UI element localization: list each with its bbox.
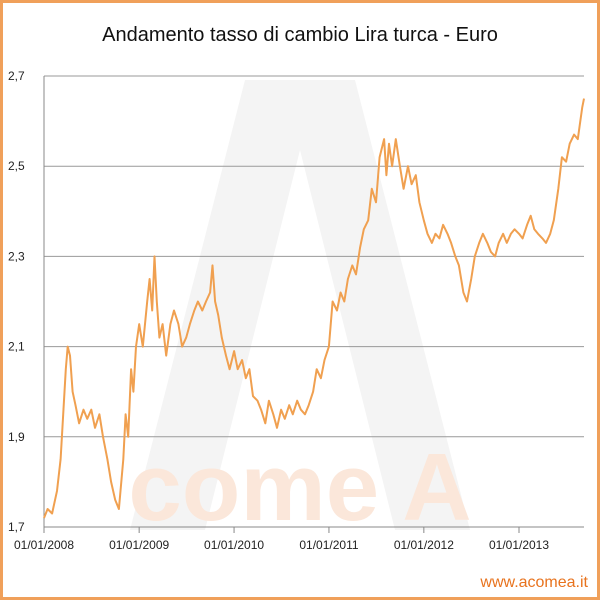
chart-title: Andamento tasso di cambio Lira turca - E… (102, 24, 498, 46)
y-tick-label: 2,7 (8, 69, 25, 83)
x-tick-label: 01/01/2009 (109, 538, 169, 552)
watermark-a-shape (130, 80, 470, 530)
x-tick-labels: 01/01/2008 01/01/2009 01/01/2010 01/01/2011… (14, 527, 549, 552)
series-group (43, 98, 585, 519)
watermark-logo: come A (128, 80, 472, 541)
y-tick-labels: 1,7 1,9 2,1 2,3 2,5 2,7 (8, 69, 25, 534)
watermark-brand: come A (128, 434, 471, 541)
y-tick-label: 2,5 (8, 159, 25, 173)
series-line (43, 98, 585, 519)
x-tick-label: 01/01/2010 (204, 538, 264, 552)
website-url[interactable]: www.acomea.it (480, 574, 588, 591)
x-tick-label: 01/01/2008 (14, 538, 74, 552)
x-tick-label: 01/01/2011 (299, 538, 358, 552)
y-tick-label: 2,1 (8, 340, 25, 354)
y-tick-label: 1,9 (8, 430, 25, 444)
y-tick-label: 2,3 (8, 249, 25, 263)
x-tick-label: 01/01/2013 (489, 538, 549, 552)
axes (43, 76, 584, 528)
x-tick-label: 01/01/2012 (394, 538, 454, 552)
y-tick-label: 1,7 (8, 520, 25, 534)
